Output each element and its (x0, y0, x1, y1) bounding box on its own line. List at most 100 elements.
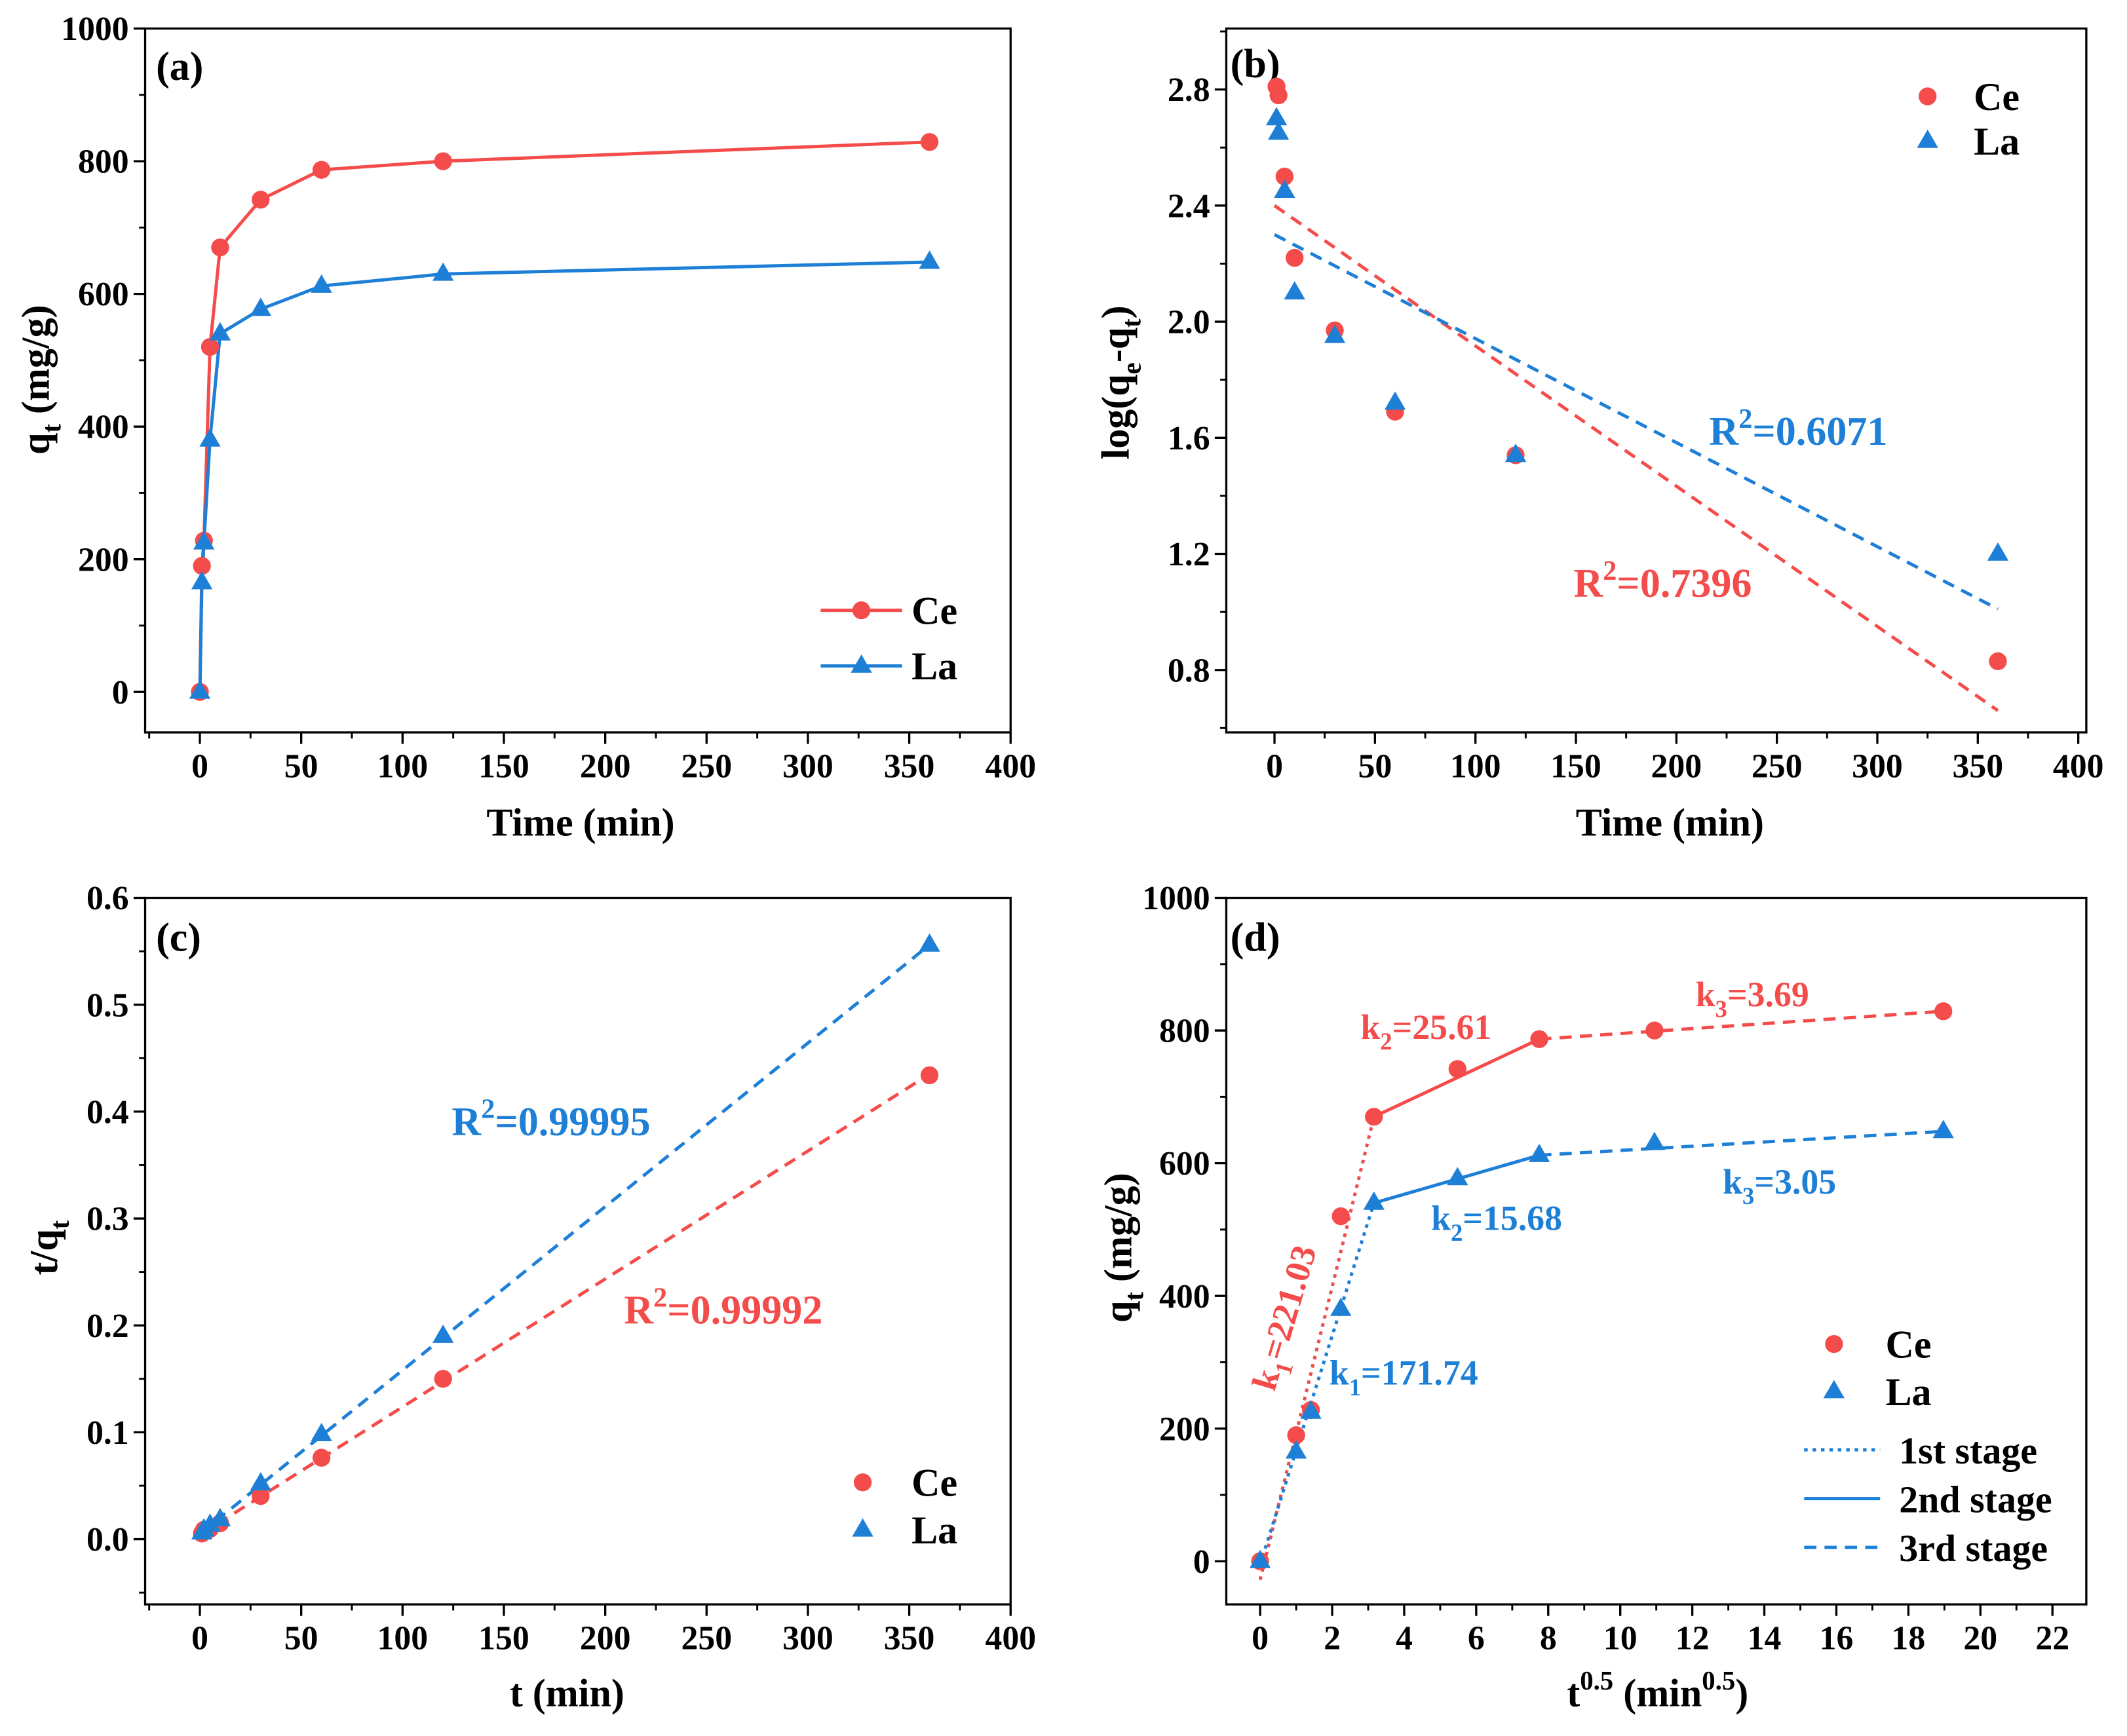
legend-label-la: La (911, 1509, 957, 1552)
data-point-ce (1287, 1426, 1305, 1444)
legend-marker-la (1917, 129, 1938, 148)
y-axis-title-part: log(q (1094, 374, 1137, 459)
x-tick-label: 400 (985, 747, 1036, 785)
x-tick-label: 200 (1651, 747, 1702, 785)
x-tick-label: 12 (1676, 1619, 1710, 1657)
annotation-label-part: =15.68 (1463, 1199, 1562, 1238)
legend: Ce La (852, 1461, 957, 1552)
legend-marker-ce (852, 601, 871, 620)
annotation-label-part: =3.69 (1727, 975, 1809, 1014)
annotation-label-part: =0.6071 (1752, 409, 1887, 454)
x-tick-label: 8 (1540, 1619, 1557, 1657)
x-tick-label: 150 (478, 1619, 529, 1657)
data-point-la (432, 262, 454, 281)
annotation-label-part: 2 (1603, 556, 1617, 586)
panel-d: 0 2 4 6 8 10 12 14 16 18 20 2202004006008001000t0.5… (1097, 880, 2088, 1714)
x-tick-label: 350 (884, 747, 935, 785)
data-point-la (1265, 107, 1288, 126)
annotation-label-part: k (1696, 975, 1715, 1014)
annotation-label: R2=0.6071 (1709, 404, 1887, 454)
legend-stage-label: 3rd stage (1899, 1527, 2048, 1570)
x-axis-title: t0.5 (min0.5) (1567, 1666, 1748, 1714)
data-point-la (1363, 1191, 1385, 1210)
y-tick-label: 0.0 (86, 1521, 129, 1558)
x-tick-label: 20 (1963, 1619, 1997, 1657)
data-point-la (1268, 121, 1290, 140)
legend-marker-la (852, 1518, 873, 1537)
y-axis-title-part: t/q (22, 1229, 66, 1275)
annotation-label: k3=3.05 (1723, 1162, 1836, 1209)
x-tick-label: 250 (1752, 747, 1803, 785)
x-tick-label: 350 (1952, 747, 2003, 785)
x-tick-label: 0 (191, 1619, 208, 1657)
x-tick-label: 200 (580, 747, 631, 785)
x-axis-title-part: t (1567, 1671, 1580, 1714)
data-point-ce (920, 133, 939, 151)
annotation-label-part: 2 (481, 1094, 495, 1125)
y-tick-label: 0 (1193, 1543, 1210, 1581)
data-point-ce (193, 557, 211, 575)
data-point-la (1300, 1400, 1322, 1419)
x-axis-title-part: 0.5 (1580, 1666, 1613, 1695)
x-tick-label: 0 (1266, 747, 1283, 785)
data-point-ce (920, 1066, 939, 1085)
data-point-la (1324, 324, 1346, 343)
legend-stage-label: 2nd stage (1899, 1478, 2052, 1520)
y-axis-title-part: q (14, 433, 58, 455)
x-tick-label: 200 (580, 1619, 631, 1657)
data-point-la (311, 1423, 332, 1442)
x-axis-title-part: Time (min) (486, 801, 674, 844)
annotation-label-part: =0.99992 (667, 1289, 822, 1333)
x-tick-label: 150 (1550, 747, 1601, 785)
legend-marker-la (851, 654, 872, 673)
x-tick-label: 2 (1324, 1619, 1341, 1657)
y-axis-title-part: (mg/g) (1097, 1173, 1140, 1292)
legend-marker-la (1823, 1380, 1845, 1399)
data-point-la (1274, 179, 1295, 198)
y-axis-title-part: t (45, 1220, 75, 1229)
annotation-label-part: 2 (1738, 404, 1752, 434)
y-tick-label: 0.3 (86, 1201, 129, 1238)
data-point-la (1447, 1167, 1468, 1186)
annotation-label-part: 3 (1715, 995, 1727, 1022)
annotation-label-part: R (451, 1100, 482, 1144)
x-axis-title-part: 0.5 (1702, 1666, 1735, 1695)
y-tick-label: 800 (78, 143, 129, 181)
x-tick-label: 100 (377, 747, 429, 785)
data-point-ce (312, 1448, 331, 1467)
data-point-la (193, 531, 215, 550)
data-point-la (199, 1513, 221, 1532)
legend-marker-ce (1825, 1334, 1843, 1353)
annotation-label: R2=0.99995 (451, 1094, 650, 1144)
annotation-label: k2=25.61 (1360, 1008, 1491, 1055)
annotation-label-part: k (1431, 1199, 1451, 1238)
annotation-label-part: R (624, 1289, 654, 1333)
plot-frame (144, 27, 1012, 734)
legend-label-ce: Ce (911, 589, 957, 632)
x-tick-label: 0 (191, 747, 208, 785)
data-point-la (250, 297, 271, 316)
y-axis-title: log(qe-qt) (1094, 305, 1146, 459)
y-tick-label: 2.0 (1168, 304, 1210, 341)
fit-line-ce (1273, 204, 1999, 712)
data-point-la (209, 322, 231, 341)
panel-a: 0 50 100 150 200 250 300 350 400 0 200 400 600 800 100… (14, 10, 1037, 844)
y-tick-label: 2.4 (1168, 187, 1210, 225)
annotation-label: R2=0.7396 (1573, 556, 1752, 606)
data-point-la (1643, 1131, 1666, 1150)
x-tick-label: 400 (985, 1619, 1036, 1657)
y-tick-label: 0.1 (86, 1414, 129, 1452)
fit-line-ce (1373, 1038, 1541, 1118)
legend-marker-ce (1919, 87, 1937, 105)
data-point-la (311, 274, 332, 293)
annotation-label-part: =0.7396 (1617, 561, 1752, 606)
data-point-ce (201, 337, 220, 356)
plot-frame (1225, 27, 2088, 734)
x-tick-label: 350 (884, 1619, 935, 1657)
y-axis-title-part: t (37, 424, 67, 433)
y-tick-label: 0.4 (86, 1093, 129, 1131)
data-point-la (1504, 443, 1527, 462)
y-axis-title-part: ) (1094, 305, 1137, 318)
